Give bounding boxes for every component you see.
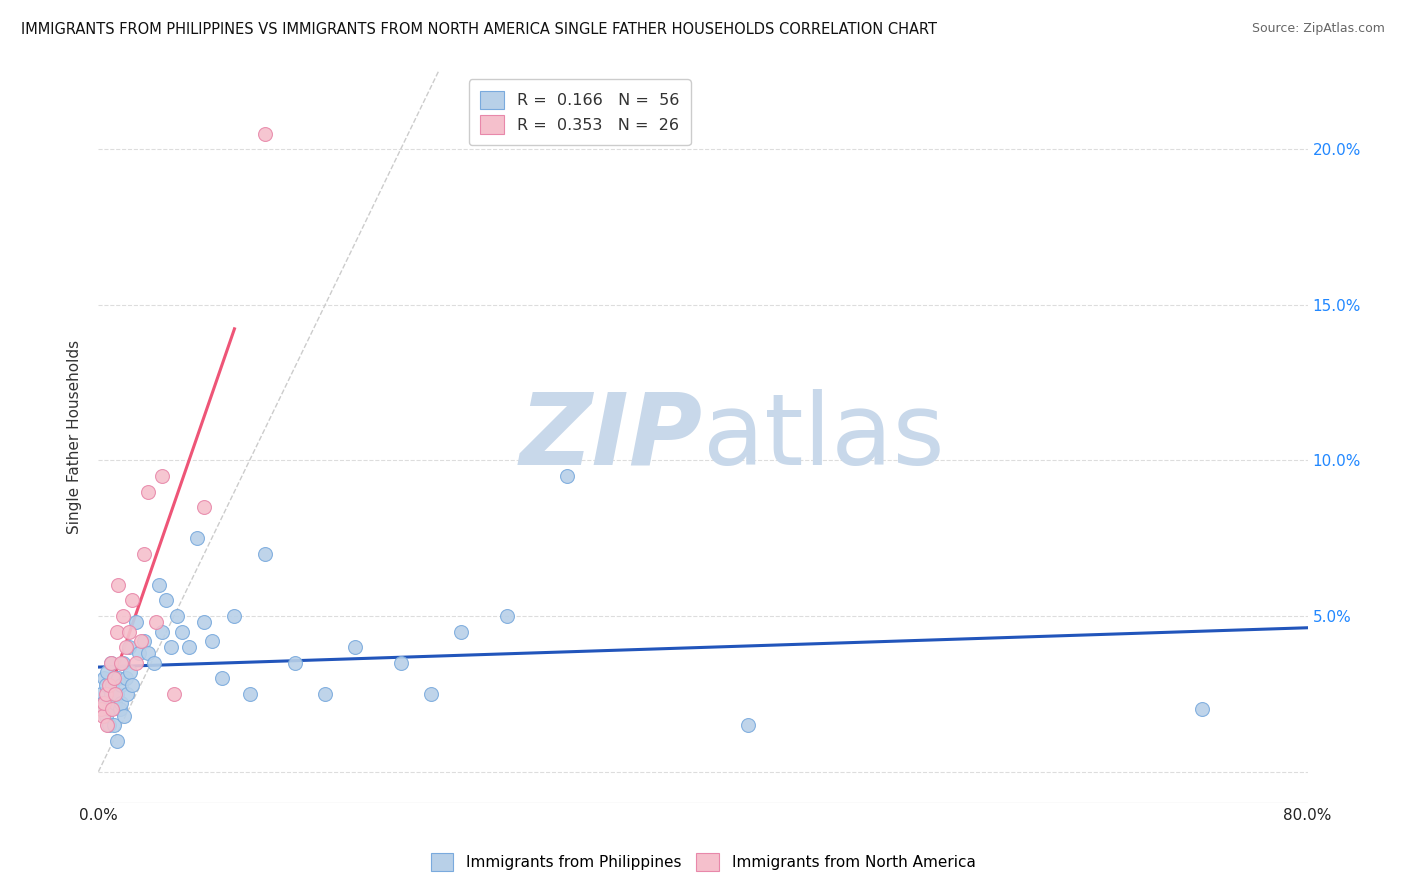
Point xyxy=(160,640,183,655)
Point xyxy=(121,593,143,607)
Point xyxy=(118,624,141,639)
Point xyxy=(145,615,167,630)
Point xyxy=(114,640,136,655)
Point xyxy=(104,687,127,701)
Point xyxy=(136,484,159,499)
Point xyxy=(100,687,122,701)
Point xyxy=(148,578,170,592)
Point xyxy=(253,547,276,561)
Point xyxy=(110,696,132,710)
Point xyxy=(91,696,114,710)
Point xyxy=(110,677,132,691)
Point xyxy=(108,702,131,716)
Point xyxy=(121,677,143,691)
Y-axis label: Single Father Households: Single Father Households xyxy=(67,340,83,534)
Point xyxy=(314,687,336,701)
Point xyxy=(193,500,215,515)
Point xyxy=(193,615,215,630)
Point xyxy=(125,656,148,670)
Point xyxy=(93,671,115,685)
Point xyxy=(94,677,117,691)
Point xyxy=(495,609,517,624)
Point xyxy=(143,656,166,670)
Point xyxy=(179,640,201,655)
Point xyxy=(94,687,117,701)
Point xyxy=(105,733,128,747)
Point xyxy=(105,624,128,639)
Point xyxy=(98,718,121,732)
Point xyxy=(150,469,173,483)
Point xyxy=(110,656,132,670)
Point xyxy=(239,687,262,701)
Point xyxy=(96,718,118,732)
Point xyxy=(107,578,129,592)
Point xyxy=(91,708,114,723)
Point xyxy=(107,671,129,685)
Point xyxy=(211,671,233,685)
Point xyxy=(120,665,142,679)
Point xyxy=(101,677,124,691)
Point xyxy=(125,615,148,630)
Point xyxy=(100,656,122,670)
Point xyxy=(450,624,472,639)
Point xyxy=(104,696,127,710)
Point xyxy=(94,708,117,723)
Point xyxy=(170,624,193,639)
Point xyxy=(132,634,155,648)
Point xyxy=(93,696,115,710)
Point xyxy=(163,687,186,701)
Point xyxy=(186,531,208,545)
Point xyxy=(90,702,112,716)
Point xyxy=(103,718,125,732)
Point xyxy=(284,656,307,670)
Point xyxy=(101,702,124,716)
Point xyxy=(98,702,121,716)
Legend: R =  0.166   N =  56, R =  0.353   N =  26: R = 0.166 N = 56, R = 0.353 N = 26 xyxy=(470,79,690,145)
Point xyxy=(111,609,134,624)
Point xyxy=(100,656,122,670)
Text: atlas: atlas xyxy=(703,389,945,485)
Point xyxy=(112,708,135,723)
Point xyxy=(115,687,138,701)
Point xyxy=(166,609,188,624)
Point xyxy=(103,671,125,685)
Point xyxy=(737,718,759,732)
Point xyxy=(155,593,177,607)
Point xyxy=(98,677,121,691)
Point xyxy=(136,647,159,661)
Point xyxy=(129,634,152,648)
Point xyxy=(201,634,224,648)
Point xyxy=(118,640,141,655)
Text: IMMIGRANTS FROM PHILIPPINES VS IMMIGRANTS FROM NORTH AMERICA SINGLE FATHER HOUSE: IMMIGRANTS FROM PHILIPPINES VS IMMIGRANT… xyxy=(21,22,936,37)
Point xyxy=(90,687,112,701)
Point xyxy=(253,127,276,141)
Point xyxy=(105,687,128,701)
Point xyxy=(132,547,155,561)
Point xyxy=(389,656,412,670)
Text: ZIP: ZIP xyxy=(520,389,703,485)
Point xyxy=(420,687,443,701)
Point xyxy=(114,671,136,685)
Point xyxy=(555,469,578,483)
Point xyxy=(96,665,118,679)
Point xyxy=(111,656,134,670)
Point xyxy=(344,640,367,655)
Legend: Immigrants from Philippines, Immigrants from North America: Immigrants from Philippines, Immigrants … xyxy=(425,847,981,877)
Point xyxy=(1191,702,1213,716)
Point xyxy=(224,609,246,624)
Text: Source: ZipAtlas.com: Source: ZipAtlas.com xyxy=(1251,22,1385,36)
Point xyxy=(150,624,173,639)
Point xyxy=(103,671,125,685)
Point xyxy=(128,647,150,661)
